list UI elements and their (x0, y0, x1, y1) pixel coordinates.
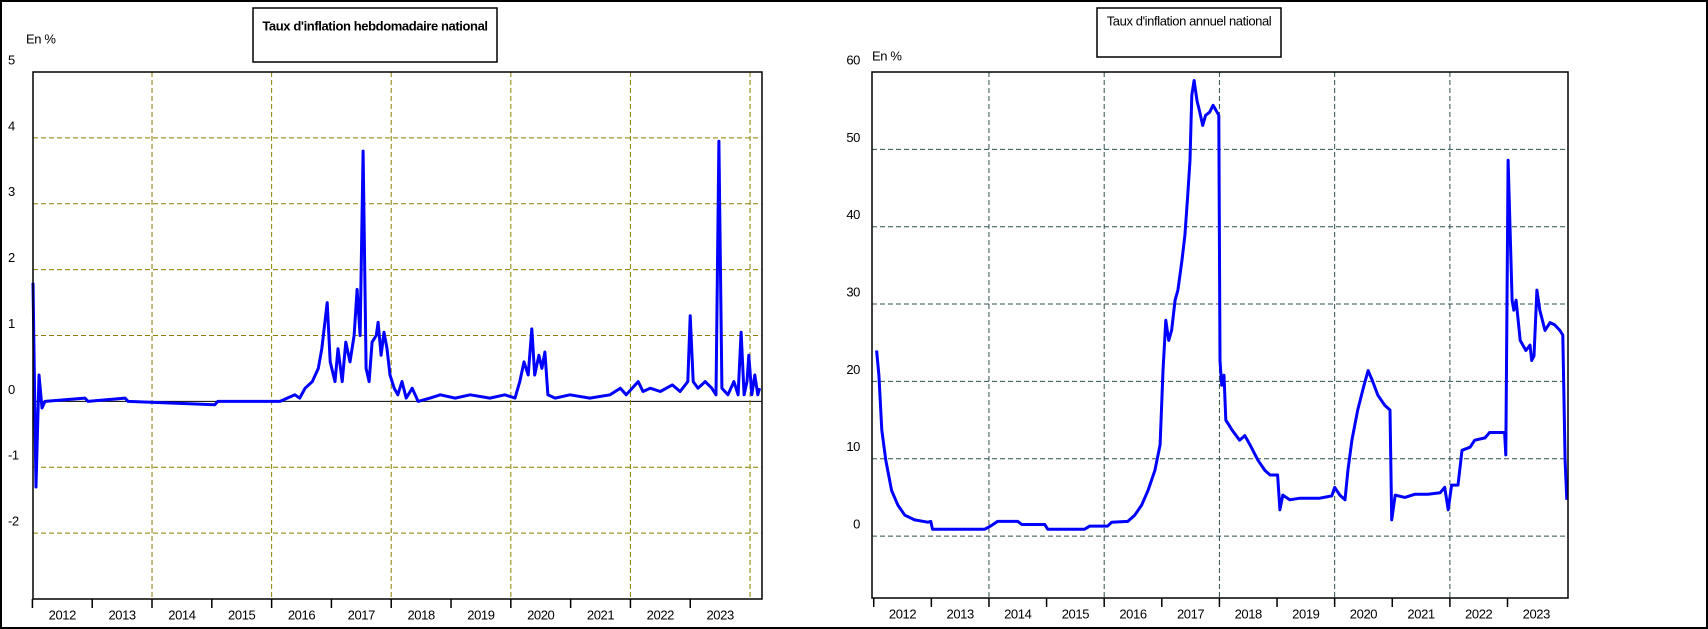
x-tick-label: 2018 (1235, 606, 1262, 621)
title-box (1096, 7, 1282, 58)
x-tick-label: 2019 (1292, 606, 1319, 621)
x-tick-label: 2015 (1062, 606, 1089, 621)
y-axis-label: En % (26, 31, 56, 46)
title-box (252, 7, 498, 63)
plot-frame (871, 71, 1569, 599)
y-tick-label: 5 (8, 52, 15, 67)
x-tick-label: 2023 (706, 607, 733, 622)
y-tick-label: 1 (8, 316, 15, 331)
chart-title: Taux d'inflation hebdomadaire national (262, 18, 487, 33)
x-tick-label: 2020 (1350, 606, 1377, 621)
x-tick-label: 2012 (49, 607, 76, 622)
x-tick-label: 2012 (889, 606, 916, 621)
y-tick-label: 4 (8, 118, 15, 133)
x-tick-label: 2016 (1119, 606, 1146, 621)
x-tick-label: 2021 (587, 607, 614, 622)
x-tick-label: 2021 (1407, 606, 1434, 621)
x-tick-label: 2016 (288, 607, 315, 622)
y-tick-label: -2 (8, 514, 19, 529)
y-tick-label: 20 (846, 362, 860, 377)
y-tick-label: 10 (846, 439, 860, 454)
y-tick-label: 60 (846, 52, 860, 67)
x-tick-label: 2017 (1177, 606, 1204, 621)
y-tick-label: 40 (846, 207, 860, 222)
data-line (875, 79, 1569, 531)
data-line (31, 139, 762, 489)
x-tick-label: 2013 (946, 606, 973, 621)
x-tick-label: 2014 (168, 607, 195, 622)
plot-frame (32, 71, 763, 600)
x-tick-label: 2022 (647, 607, 674, 622)
y-tick-label: -1 (8, 448, 19, 463)
x-tick-label: 2019 (467, 607, 494, 622)
x-tick-label: 2022 (1465, 606, 1492, 621)
x-tick-label: 2014 (1004, 606, 1031, 621)
x-tick-label: 2017 (348, 607, 375, 622)
x-tick-label: 2020 (527, 607, 554, 622)
y-tick-label: 2 (8, 250, 15, 265)
y-tick-label: 0 (8, 382, 15, 397)
y-tick-label: 3 (8, 184, 15, 199)
x-tick-label: 2013 (108, 607, 135, 622)
y-tick-label: 50 (846, 130, 860, 145)
x-tick-label: 2015 (228, 607, 255, 622)
x-tick-label: 2023 (1523, 606, 1550, 621)
y-axis-label: En % (872, 48, 902, 63)
y-tick-label: 0 (853, 517, 860, 532)
x-tick-label: 2018 (407, 607, 434, 622)
y-tick-label: 30 (846, 284, 860, 299)
chart-title: Taux d'inflation annuel national (1107, 13, 1272, 28)
